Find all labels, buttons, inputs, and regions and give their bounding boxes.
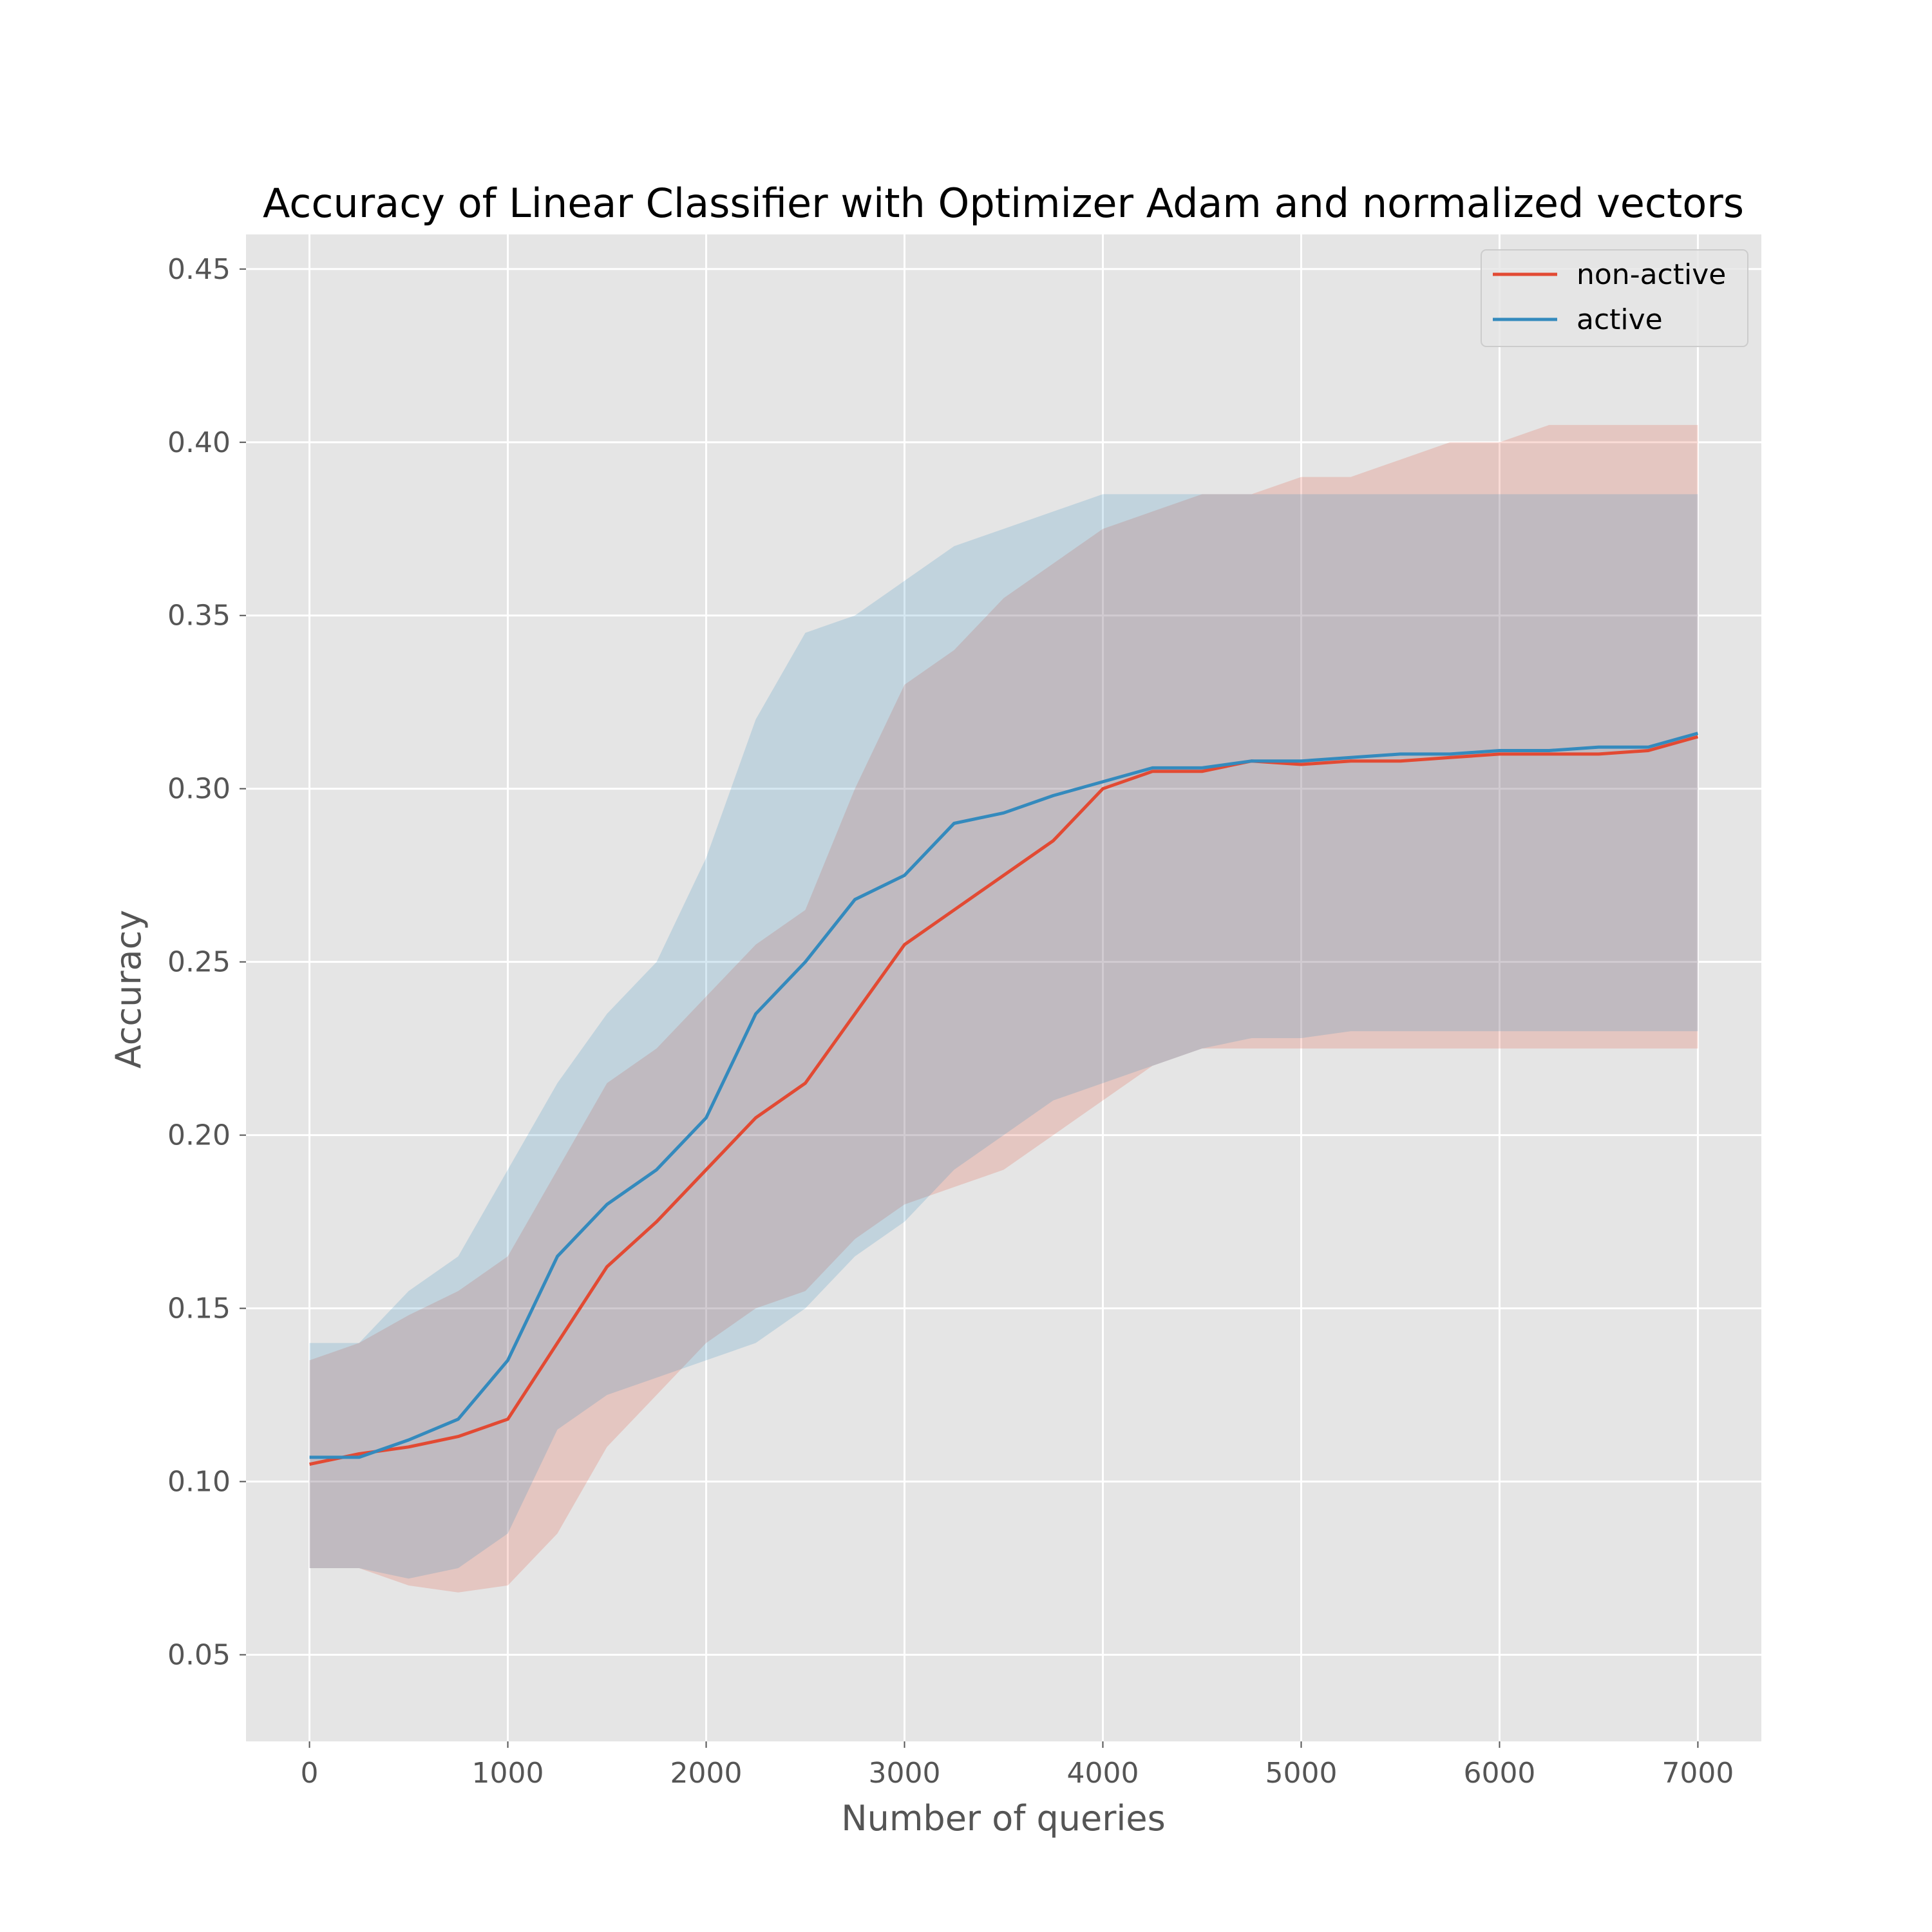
x-tick-label: 4000 xyxy=(1067,1757,1139,1790)
line-active xyxy=(309,732,1699,1459)
y-tick-label: 0.20 xyxy=(167,1119,231,1152)
y-tick-label: 0.35 xyxy=(167,600,231,632)
band-non-active xyxy=(309,424,1698,1593)
y-tick-label: 0.30 xyxy=(167,773,231,806)
x-tick-label: 5000 xyxy=(1265,1757,1337,1790)
y-tick-label: 0.15 xyxy=(167,1293,231,1325)
x-axis-label: Number of queries xyxy=(841,1798,1166,1839)
legend-label-non-active: non-active xyxy=(1577,258,1726,291)
legend-label-active: active xyxy=(1577,303,1663,336)
x-tick-label: 0 xyxy=(301,1757,319,1790)
y-tick-label: 0.40 xyxy=(167,426,231,459)
x-tick-label: 2000 xyxy=(670,1757,743,1790)
series-lines xyxy=(309,732,1699,1466)
chart-title: Accuracy of Linear Classifier with Optim… xyxy=(263,180,1744,227)
x-tick-label: 3000 xyxy=(869,1757,941,1790)
y-axis-label: Accuracy xyxy=(108,910,149,1069)
confidence-bands xyxy=(309,424,1698,1593)
band-active xyxy=(309,494,1698,1579)
x-tick-label: 7000 xyxy=(1662,1757,1734,1790)
plot-area xyxy=(246,234,1761,1741)
grid-lines xyxy=(246,234,1761,1741)
x-tick-label: 6000 xyxy=(1463,1757,1535,1790)
y-tick-label: 0.10 xyxy=(167,1466,231,1499)
line-non-active xyxy=(309,735,1699,1466)
y-tick-label: 0.25 xyxy=(167,946,231,979)
y-tick-label: 0.05 xyxy=(167,1639,231,1672)
x-tick-label: 1000 xyxy=(472,1757,544,1790)
legend: non-active active xyxy=(1481,249,1748,347)
y-tick-label: 0.45 xyxy=(167,253,231,286)
tick-labels: 0 1000 2000 3000 4000 5000 6000 7000 0.05 0.10 0.1… xyxy=(167,253,1734,1790)
